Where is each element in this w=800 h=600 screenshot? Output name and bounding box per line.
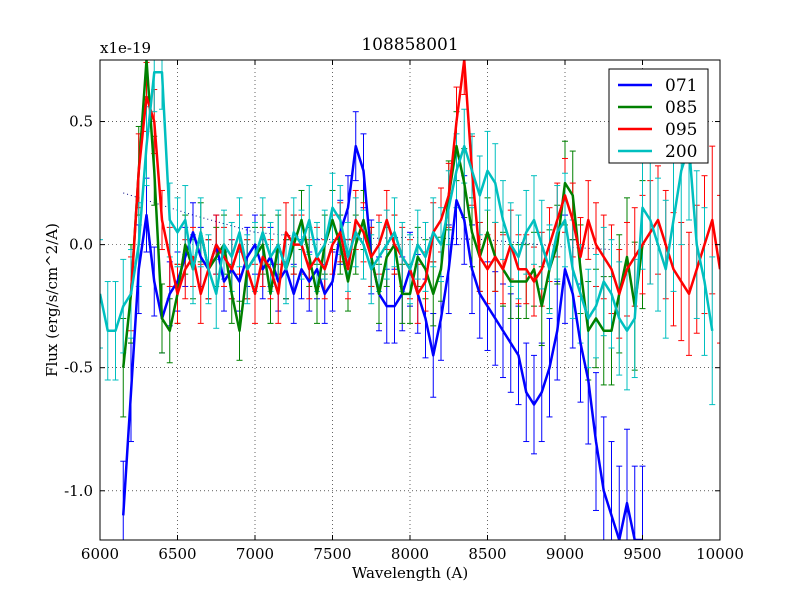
- x-tick-label: 9500: [623, 545, 661, 563]
- legend-label-071: 071: [665, 76, 697, 96]
- y-axis-label: Flux (erg/s/cm^2/A): [43, 223, 61, 377]
- x-tick-label: 6000: [81, 545, 119, 563]
- x-tick-label: 8500: [468, 545, 506, 563]
- x-tick-label: 7000: [236, 545, 274, 563]
- y-tick-label: -0.5: [64, 359, 93, 377]
- offset-label: x1e-19: [100, 39, 151, 57]
- y-tick-label: 0.0: [69, 236, 93, 254]
- x-tick-label: 9000: [546, 545, 584, 563]
- x-axis-label: Wavelength (A): [352, 564, 468, 582]
- legend-label-095: 095: [665, 120, 697, 140]
- x-tick-label: 10000: [696, 545, 744, 563]
- series-line-200: [100, 71, 714, 333]
- y-tick-label: -1.0: [64, 482, 93, 500]
- series-line-095: [129, 60, 720, 296]
- series-lines-layer: [100, 60, 720, 540]
- chart-title: 108858001: [361, 35, 458, 55]
- legend-label-085: 085: [665, 98, 697, 118]
- axis-ticks: 6000 6500 7000 7500 8000 8500 9000 9500 10000 0.5…: [64, 60, 744, 563]
- x-tick-label: 6500: [158, 545, 196, 563]
- x-tick-label: 7500: [313, 545, 351, 563]
- legend-label-200: 200: [665, 142, 697, 162]
- x-tick-label: 8000: [391, 545, 429, 563]
- y-tick-label: 0.5: [69, 113, 93, 131]
